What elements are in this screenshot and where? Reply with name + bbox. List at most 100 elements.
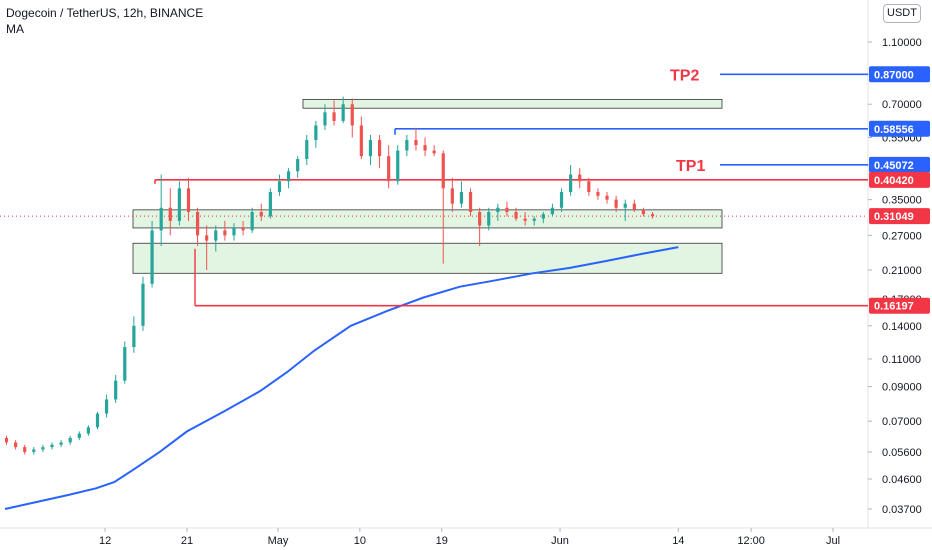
price-label-bg	[869, 120, 930, 137]
candle-body	[550, 207, 555, 215]
chart-title: Dogecoin / TetherUS, 12h, BINANCE	[6, 6, 204, 20]
candle-body	[277, 181, 282, 193]
candle-body	[186, 188, 191, 212]
candle-body	[250, 211, 254, 231]
support-zone	[302, 98, 723, 109]
candle-body	[141, 283, 145, 326]
y-tick-label: 0.11000	[882, 354, 921, 366]
candle-body	[168, 207, 172, 221]
candle-body	[496, 207, 500, 212]
tp2-label: TP2	[670, 67, 699, 84]
candle-body	[614, 199, 618, 208]
price-label: 0.58556	[874, 124, 914, 136]
candle-body	[259, 211, 263, 217]
candle-body	[578, 174, 582, 182]
price-label: 0.45072	[874, 160, 914, 172]
candle-body	[332, 112, 336, 121]
candle-body	[68, 437, 72, 443]
candle-body	[459, 192, 464, 204]
price-label-bg	[869, 208, 930, 225]
x-tick-label: 21	[181, 535, 193, 547]
candle-body	[323, 112, 327, 126]
candle-body	[123, 347, 127, 381]
candle-body	[505, 207, 509, 212]
candle-body	[296, 159, 300, 172]
price-scale	[868, 0, 932, 550]
x-tick-label: 14	[672, 535, 684, 547]
candle-body	[77, 433, 81, 438]
candle-body	[50, 444, 54, 448]
candle-body	[341, 104, 345, 121]
candle-body	[241, 227, 245, 231]
candle-body	[286, 171, 291, 182]
y-tick-label: 0.05600	[882, 447, 922, 459]
candle-body	[223, 230, 227, 236]
candle-body	[632, 203, 636, 210]
price-label: 0.87000	[874, 69, 914, 81]
price-label: 0.16197	[874, 301, 914, 313]
candle-body	[177, 188, 181, 221]
candle-body	[587, 181, 591, 193]
candle-body	[532, 218, 536, 221]
candle-body	[450, 188, 454, 204]
candle-body	[559, 192, 564, 208]
x-tick-label: Jul	[826, 535, 840, 547]
x-tick-label: 12:00	[737, 535, 765, 547]
price-label-bg	[869, 66, 930, 83]
candle-body	[377, 139, 382, 157]
y-tick-label: 0.07000	[882, 416, 922, 428]
y-tick-label: 0.03700	[882, 504, 922, 516]
candle-body	[23, 447, 27, 452]
price-label-bg	[869, 297, 930, 314]
candle-body	[641, 209, 646, 215]
candle-body	[414, 139, 418, 146]
price-label: 0.40420	[874, 175, 914, 187]
candle-body	[405, 139, 409, 151]
candle-body	[650, 214, 655, 217]
candle-body	[596, 192, 600, 196]
candle-body	[268, 192, 272, 217]
candle-body	[159, 207, 163, 231]
candle-body	[86, 427, 90, 434]
x-tick-label: Jun	[551, 535, 569, 547]
currency-selector-button[interactable]: USDT	[883, 4, 921, 23]
candle-body	[314, 125, 318, 140]
price-label: 0.31049	[874, 211, 914, 223]
candle-body	[423, 145, 427, 151]
x-tick-label: 10	[354, 535, 366, 547]
candle-body	[205, 235, 209, 241]
candle-body	[32, 449, 36, 452]
tp1-label: TP1	[676, 158, 705, 175]
candle-body	[441, 153, 445, 189]
y-tick-label: 0.27000	[882, 230, 922, 242]
candle-body	[305, 139, 309, 160]
y-tick-label: 0.14000	[882, 321, 922, 333]
candle-body	[432, 150, 436, 154]
candle-body	[132, 325, 136, 348]
y-tick-label: 0.09000	[882, 382, 922, 394]
price-label-bg	[869, 171, 930, 188]
candle-body	[59, 442, 63, 445]
y-tick-label: 1.10000	[882, 37, 922, 49]
x-tick-label: May	[268, 535, 289, 547]
support-zone	[132, 242, 723, 274]
candle-body	[487, 211, 491, 226]
candle-body	[541, 214, 545, 219]
candle-body	[232, 227, 236, 236]
candle-body	[468, 192, 473, 212]
candle-body	[359, 125, 363, 157]
candle-body	[569, 174, 573, 193]
candle-body	[514, 211, 518, 219]
candle-body	[114, 380, 118, 400]
candle-body	[104, 399, 109, 414]
support-zone	[132, 209, 723, 229]
price-label-bg	[869, 156, 930, 173]
x-tick-label: 12	[99, 535, 111, 547]
candle-body	[41, 447, 45, 450]
moving-average-line	[4, 246, 679, 510]
y-tick-label: 0.70000	[882, 99, 922, 111]
candle-body	[387, 156, 391, 182]
candle-body	[350, 104, 354, 126]
